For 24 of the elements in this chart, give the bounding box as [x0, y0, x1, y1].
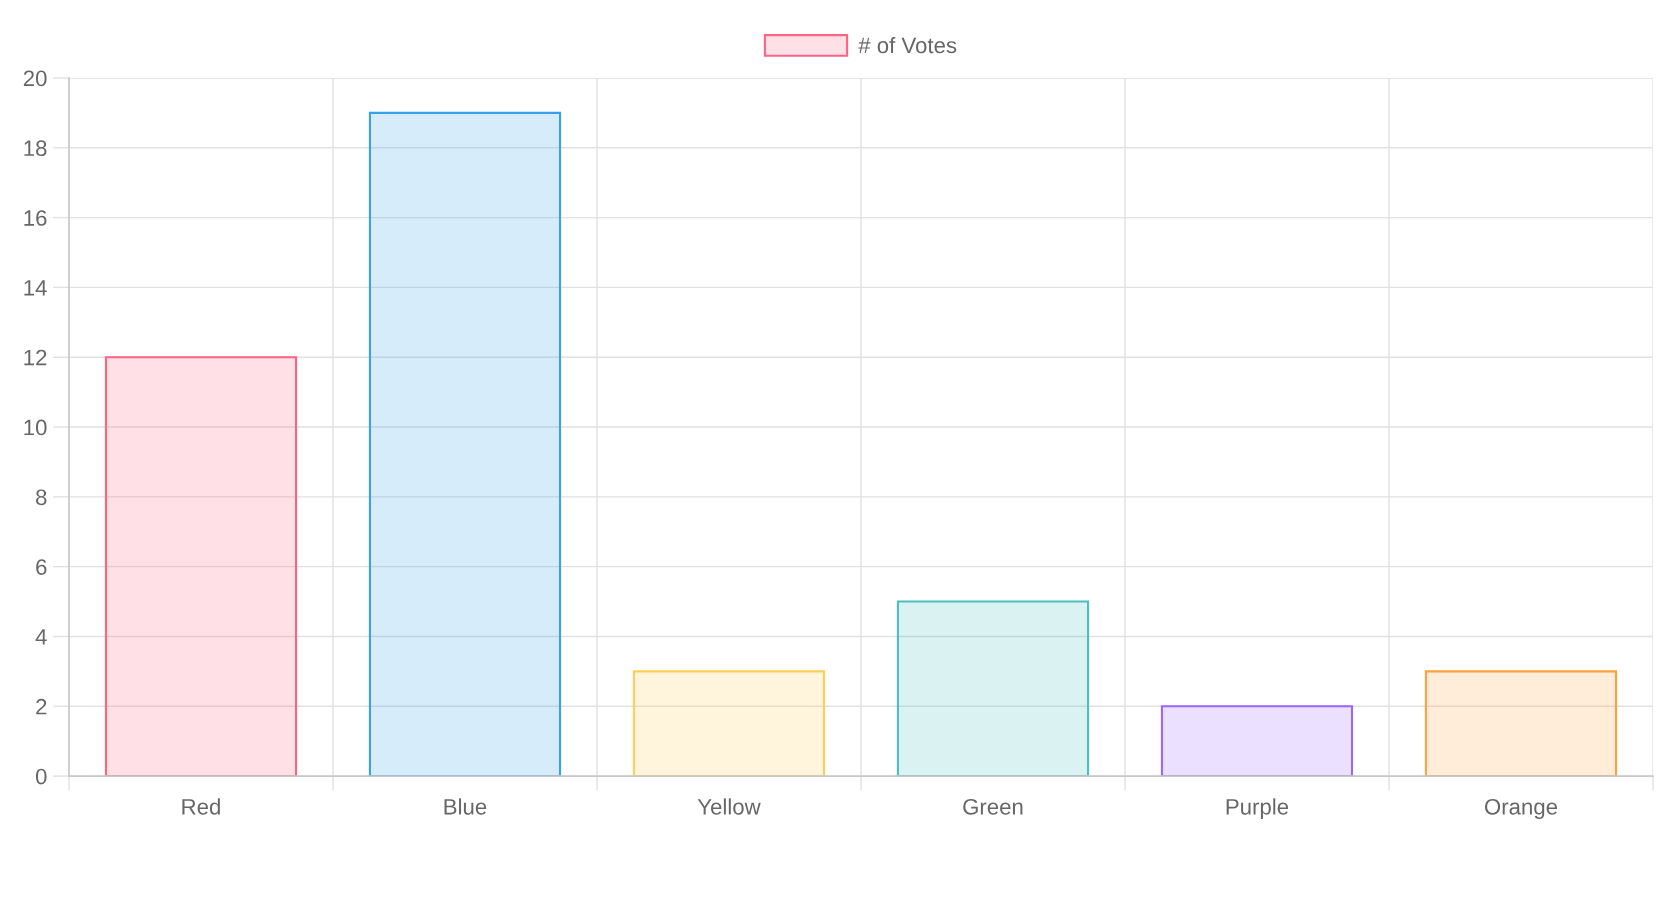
bar [368, 111, 562, 777]
bar [1160, 705, 1354, 777]
y-tick-label: 4 [35, 629, 47, 645]
legend-label: # of Votes [858, 36, 957, 54]
y-tick-label: 10 [24, 419, 47, 436]
bar [896, 600, 1090, 777]
y-tick-label: 20 [23, 70, 47, 87]
y-tick-label: 0 [35, 768, 47, 785]
y-tick-label: 6 [36, 559, 47, 575]
bar [1424, 670, 1618, 777]
x-tick-label: Blue [444, 798, 487, 815]
x-tick-label: Red [182, 798, 220, 815]
x-tick-label: Green [963, 798, 1023, 815]
x-tick-label: Purple [1226, 798, 1289, 820]
y-tick-label: 8 [36, 489, 47, 506]
bar [104, 356, 298, 777]
y-tick-label: 16 [24, 210, 47, 226]
y-tick-label: 12 [24, 349, 47, 366]
bar [632, 670, 826, 777]
x-tick-label: Yellow [697, 798, 761, 815]
x-tick-label: Orange [1484, 798, 1558, 820]
y-tick-label: 2 [36, 698, 47, 715]
y-tick-label: 14 [24, 280, 47, 296]
y-tick-label: 18 [24, 140, 47, 157]
